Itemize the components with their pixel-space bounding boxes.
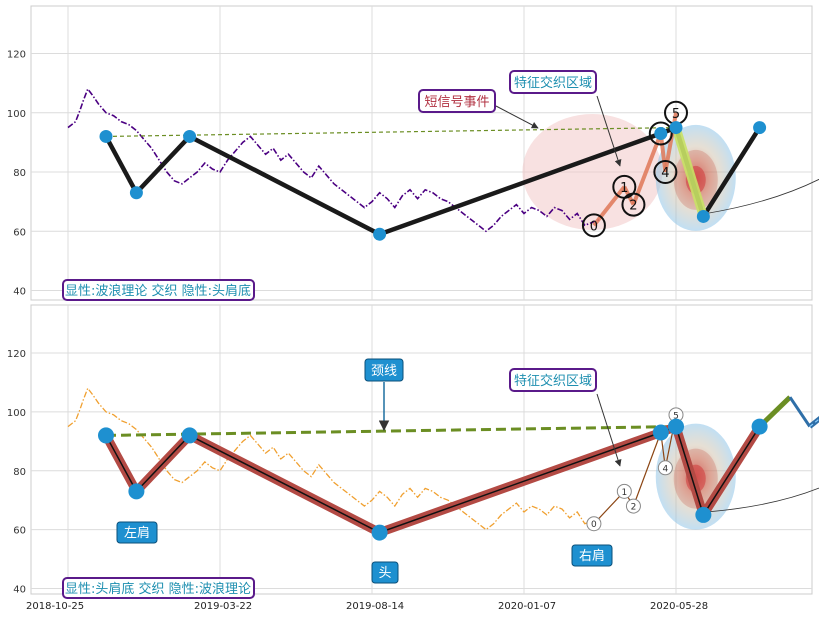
top-annotations: 短信号事件 特征交织区域 显性:波浪理论 交织 隐性:头肩底 (62, 70, 622, 301)
pattern-marker (128, 483, 145, 500)
signal-zone-ellipse (522, 114, 663, 230)
y-tick-label: 60 (13, 526, 26, 537)
wave-segment (632, 432, 662, 507)
head-box (371, 561, 399, 584)
wave-label-text: 0 (591, 520, 597, 530)
wave-label-text: 2 (629, 199, 637, 214)
y-tick-label: 40 (13, 287, 26, 298)
left-shoulder-label: 左肩 (124, 525, 150, 541)
y-tick-label: 80 (13, 467, 26, 478)
x-tick-label: 2020-01-07 (498, 601, 556, 612)
right-shoulder-highlight (671, 126, 708, 218)
short-signal-arrow (495, 105, 539, 129)
head-label: 头 (378, 566, 391, 581)
pattern-marker (373, 227, 387, 241)
wave-label-text: 1 (621, 488, 627, 498)
pattern-marker (371, 524, 388, 541)
wave-label-text: 4 (661, 166, 669, 181)
top-legend-text: 显性:波浪理论 交织 隐性:头肩底 (65, 283, 251, 299)
feature-zone-box-top (509, 70, 597, 94)
wave-label-text: 5 (672, 107, 680, 122)
wave-segment (631, 132, 663, 206)
wave-segment (592, 185, 626, 227)
wave-label-ring (653, 160, 678, 184)
x-tick-label: 2018-10-25 (26, 601, 84, 612)
right-shoulder-label: 右肩 (579, 548, 605, 564)
pattern-path-inner (105, 425, 761, 534)
top-plot: 012345 (67, 87, 819, 241)
pattern-marker (753, 121, 767, 135)
wave-label-text: 5 (673, 411, 679, 421)
x-tick-label: 2019-03-22 (194, 601, 252, 612)
y-tick-label: 80 (13, 168, 26, 179)
x-tick-label: 2019-08-14 (346, 601, 404, 612)
y-tick-label: 120 (7, 50, 26, 61)
pattern-marker (751, 418, 768, 435)
right-shoulder-box (571, 544, 613, 567)
wave-label-text: 2 (631, 503, 637, 513)
feature-zone-label-top: 特征交织区域 (514, 75, 592, 91)
wave-label-ring (621, 192, 646, 217)
pattern-marker (654, 126, 668, 140)
wave-label-text: 1 (620, 181, 628, 196)
feature-zone-arrow-top (596, 95, 622, 167)
price-series-line (67, 87, 601, 233)
pattern-marker (652, 424, 669, 441)
x-axis-labels: 2018-10-25 2019-03-22 2019-08-14 2020-01-07… (26, 601, 708, 612)
wave-label-text: 0 (590, 219, 598, 234)
neckline-box (364, 358, 404, 382)
pattern-marker (183, 129, 197, 143)
pattern-marker (668, 418, 684, 435)
left-shoulder-box (116, 521, 158, 544)
short-signal-label: 短信号事件 (424, 95, 489, 110)
feature-zone-box-bottom (509, 368, 597, 392)
bottom-legend-text: 显性:头肩底 交织 隐性:波浪理论 (65, 581, 251, 597)
wave-label-ring (581, 213, 606, 238)
pattern-marker (98, 427, 114, 444)
projection-curve (706, 487, 819, 513)
y-tick-label: 120 (7, 349, 26, 360)
pattern-marker (696, 209, 710, 223)
short-signal-box (418, 89, 496, 113)
pattern-marker (669, 121, 683, 135)
projection-blue-a (788, 396, 812, 428)
y-tick-label: 40 (13, 585, 26, 596)
wave-label-ring (648, 121, 673, 146)
y-tick-label: 100 (7, 408, 26, 419)
feature-zone-label-bottom: 特征交织区域 (514, 373, 592, 389)
neckline (105, 425, 677, 437)
y-tick-label: 60 (13, 227, 26, 238)
pattern-marker (695, 506, 712, 523)
wave-label-ring (586, 516, 602, 532)
feature-zone-arrow-bottom (596, 393, 622, 467)
bottom-plot: 012345 (67, 387, 819, 541)
neckline-label: 颈线 (371, 364, 397, 379)
wave-segment (622, 185, 636, 206)
wave-label-ring (657, 460, 673, 476)
y-tick-label: 100 (7, 109, 26, 120)
wave-label-ring (616, 483, 632, 499)
pattern-marker (181, 427, 198, 444)
projection-curve (706, 178, 819, 214)
wave-label-ring (625, 498, 641, 514)
bottom-legend-box (62, 577, 255, 599)
top-legend-box (62, 279, 255, 301)
price-series-line (67, 387, 601, 531)
bottom-annotations: 颈线 特征交织区域 左肩 头 右肩 显性:头肩底 交织 隐性:波浪理论 (62, 358, 622, 599)
pattern-marker (99, 129, 113, 143)
x-tick-label: 2020-05-28 (650, 601, 708, 612)
wave-label-text: 4 (662, 464, 668, 474)
pattern-marker (129, 186, 143, 200)
